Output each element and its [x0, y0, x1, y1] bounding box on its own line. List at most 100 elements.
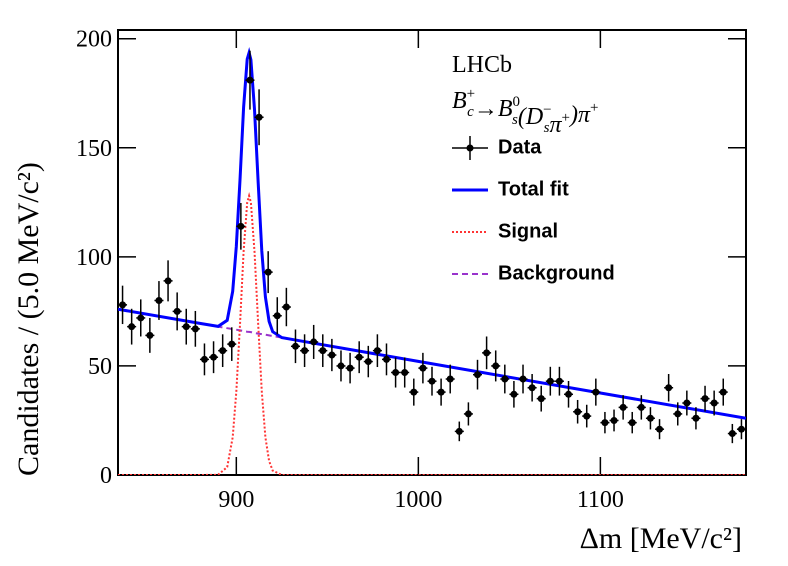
- data-point: [255, 113, 263, 121]
- data-point: [728, 430, 736, 438]
- y-tick-label: 50: [88, 354, 112, 380]
- decay-sub: c: [467, 104, 474, 120]
- y-tick-label: 100: [76, 245, 112, 271]
- data-point: [155, 296, 163, 304]
- data-point: [246, 76, 254, 84]
- legend-label: Signal: [498, 220, 558, 242]
- fit-curve: [118, 192, 746, 475]
- decay-sub: s: [512, 112, 518, 128]
- legend-label: Background: [498, 262, 615, 284]
- decay-part: →B: [474, 96, 513, 122]
- data-point: [692, 414, 700, 422]
- data-point: [228, 340, 236, 348]
- data-point: [501, 375, 509, 383]
- data-point: [437, 388, 445, 396]
- data-point: [455, 427, 463, 435]
- data-point: [146, 331, 154, 339]
- data-point: [737, 425, 745, 433]
- y-tick-label: 0: [100, 463, 112, 489]
- decay-label: B+ c→B0 s(D− sπ+)π+: [452, 86, 598, 138]
- plot-area: [118, 47, 746, 475]
- fit-curve: [118, 47, 746, 420]
- data-point: [428, 377, 436, 385]
- plot-frame: [117, 29, 747, 476]
- data-point: [319, 347, 327, 355]
- data-point: [301, 347, 309, 355]
- data-point: [373, 347, 381, 355]
- data-point: [337, 362, 345, 370]
- data-point: [492, 362, 500, 370]
- data-point: [665, 384, 673, 392]
- decay-part: )π: [568, 102, 591, 128]
- x-tick-label: 1000: [394, 487, 442, 513]
- data-point: [474, 371, 482, 379]
- data-point: [646, 414, 654, 422]
- data-point: [210, 353, 218, 361]
- decay-sup: 0: [512, 94, 520, 110]
- data-point: [310, 338, 318, 346]
- experiment-label: LHCb: [452, 52, 512, 78]
- decay-part: (D: [518, 104, 543, 130]
- data-point: [683, 399, 691, 407]
- decay-sub: s: [544, 120, 550, 136]
- data-point: [128, 323, 136, 331]
- data-point: [574, 408, 582, 416]
- y-tick-label: 150: [76, 136, 112, 162]
- data-point: [619, 403, 627, 411]
- data-point: [537, 395, 545, 403]
- data-point: [637, 403, 645, 411]
- data-point: [446, 375, 454, 383]
- data-point: [219, 347, 227, 355]
- data-point: [710, 399, 718, 407]
- data-point: [346, 364, 354, 372]
- data-point: [119, 301, 127, 309]
- data-point: [164, 277, 172, 285]
- data-point: [200, 355, 208, 363]
- data-point: [510, 390, 518, 398]
- data-point: [282, 303, 290, 311]
- data-point: [237, 222, 245, 230]
- decay-sup: +: [467, 86, 475, 102]
- data-point: [173, 307, 181, 315]
- data-point: [137, 314, 145, 322]
- data-point: [182, 323, 190, 331]
- data-point: [328, 351, 336, 359]
- data-point: [419, 364, 427, 372]
- data-point: [483, 349, 491, 357]
- x-axis-title: Δm [MeV/c²]: [580, 522, 742, 555]
- data-point: [592, 388, 600, 396]
- data-point: [519, 375, 527, 383]
- decay-sup: −: [543, 102, 551, 118]
- data-point: [392, 368, 400, 376]
- y-tick-label: 200: [76, 27, 112, 53]
- data-point: [601, 419, 609, 427]
- data-point: [273, 312, 281, 320]
- legend-label: Total fit: [498, 178, 569, 200]
- data-point: [382, 355, 390, 363]
- data-point: [610, 416, 618, 424]
- data-point: [401, 368, 409, 376]
- data-point: [528, 384, 536, 392]
- data-point: [719, 388, 727, 396]
- data-point: [628, 419, 636, 427]
- data-point: [656, 425, 664, 433]
- data-point: [410, 388, 418, 396]
- data-point: [191, 325, 199, 333]
- decay-sup: +: [562, 110, 570, 126]
- data-point: [701, 395, 709, 403]
- data-point: [565, 390, 573, 398]
- data-point: [583, 412, 591, 420]
- x-tick-label: 900: [218, 487, 254, 513]
- data-point: [674, 410, 682, 418]
- data-point: [555, 377, 563, 385]
- data-point: [264, 268, 272, 276]
- decay-part: B: [452, 88, 467, 114]
- data-point: [364, 358, 372, 366]
- legend-data-marker: [466, 144, 474, 152]
- y-axis-title: Candidates / (5.0 MeV/c²): [12, 162, 45, 476]
- data-point: [355, 353, 363, 361]
- data-point: [546, 377, 554, 385]
- decay-sup: +: [590, 100, 598, 116]
- x-tick-label: 1100: [577, 487, 624, 513]
